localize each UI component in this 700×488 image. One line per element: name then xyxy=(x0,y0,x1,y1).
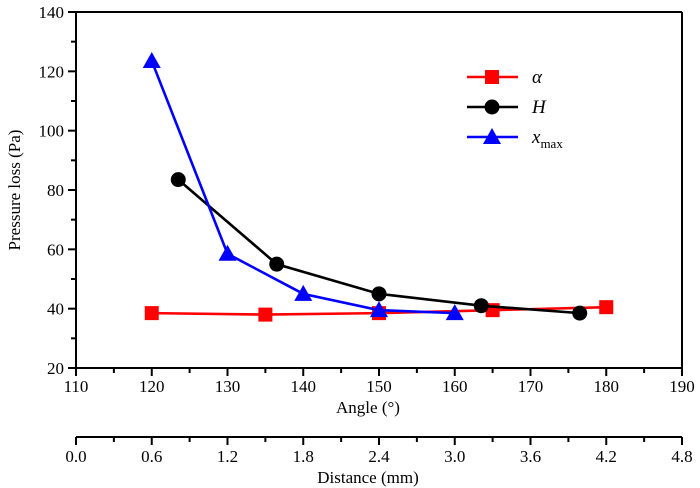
x2-tick-label: 0.6 xyxy=(141,447,162,466)
x2-tick-label: 4.8 xyxy=(671,447,692,466)
series-3 xyxy=(142,51,464,321)
x2-tick-label: 1.8 xyxy=(293,447,314,466)
x-tick-label: 180 xyxy=(594,377,620,396)
y-tick-label: 120 xyxy=(39,62,65,81)
data-point xyxy=(142,51,161,68)
x2-tick-label: 3.0 xyxy=(444,447,465,466)
x2-tick-label: 1.2 xyxy=(217,447,238,466)
series-layer xyxy=(142,51,614,322)
data-point xyxy=(371,286,387,302)
y-tick-label: 60 xyxy=(47,240,64,259)
x-tick-label: 190 xyxy=(669,377,695,396)
x2-tick-label: 3.6 xyxy=(520,447,541,466)
series-line xyxy=(150,60,455,315)
data-point xyxy=(170,172,186,188)
axes: 20 40 60 80 100 120 140 110 120 130 140 150 160 170 18… xyxy=(39,3,695,466)
y-axis-title: Pressure loss (Pa) xyxy=(5,130,24,251)
y-tick-label: 20 xyxy=(47,359,64,378)
y-tick-label: 80 xyxy=(47,181,64,200)
data-point xyxy=(445,304,464,321)
data-point xyxy=(599,300,614,315)
x2-tick-label: 0.0 xyxy=(65,447,86,466)
x2-tick-label: 4.2 xyxy=(596,447,617,466)
data-point xyxy=(473,298,489,314)
x2-tick-label: 2.4 xyxy=(368,447,390,466)
legend-marker xyxy=(483,128,501,144)
y-tick-label: 40 xyxy=(47,300,64,319)
x-tick-label: 110 xyxy=(64,377,89,396)
x-tick-label: 170 xyxy=(518,377,544,396)
x-tick-label: 160 xyxy=(442,377,468,396)
legend-marker xyxy=(485,70,499,84)
x2-axis-title: Distance (mm) xyxy=(317,468,419,487)
legend-subscript: max xyxy=(540,136,563,151)
legend-label: H xyxy=(531,97,547,118)
legend-item: xmax xyxy=(467,127,563,151)
x-tick-label: 140 xyxy=(291,377,317,396)
x-tick-label: 130 xyxy=(215,377,241,396)
legend-label: xmax xyxy=(531,127,563,151)
data-point xyxy=(258,307,273,322)
legend-label: α xyxy=(532,67,543,88)
data-point xyxy=(218,244,237,261)
legend-item: α xyxy=(467,67,543,88)
y-tick-label: 100 xyxy=(39,122,65,141)
legend-marker xyxy=(484,99,500,115)
data-point xyxy=(144,306,159,321)
x-axis-title: Angle (°) xyxy=(336,398,400,417)
x-tick-label: 150 xyxy=(366,377,392,396)
data-point xyxy=(370,301,388,318)
y-tick-label: 140 xyxy=(39,3,65,22)
data-point xyxy=(294,284,313,301)
x-tick-label: 120 xyxy=(139,377,165,396)
data-point xyxy=(572,305,588,321)
data-point xyxy=(269,256,285,272)
series-2 xyxy=(170,172,588,321)
legend-item: H xyxy=(467,97,547,118)
